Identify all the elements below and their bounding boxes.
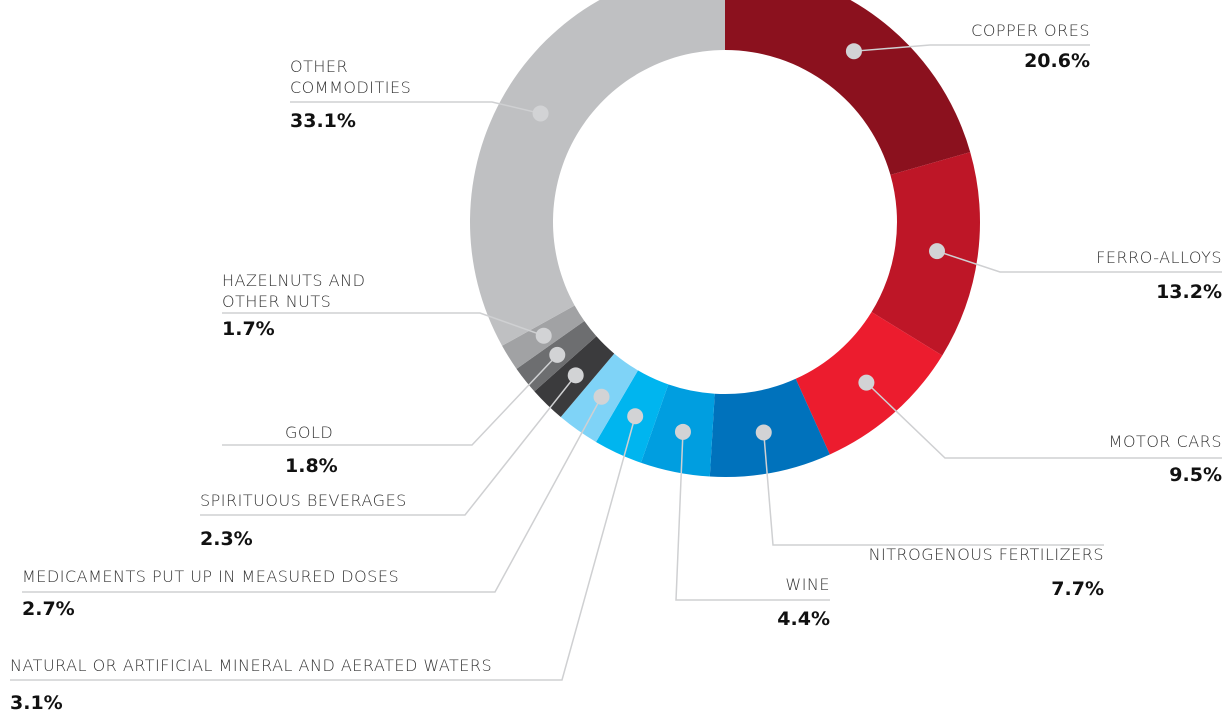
value-label: 33.1% [290, 110, 356, 132]
leader-line [10, 416, 636, 681]
label-dot [627, 408, 644, 425]
label-dot [755, 424, 772, 441]
value-label: 20.6% [1024, 50, 1090, 72]
label-dot [593, 388, 610, 405]
donut-slice [725, 0, 971, 175]
leader-line [936, 250, 1222, 273]
category-label: MOTOR CARS [1108, 432, 1222, 451]
label-dot [532, 105, 549, 122]
leader-line [865, 382, 1222, 459]
leader-line [222, 312, 544, 337]
leader-line [675, 431, 830, 601]
category-label: OTHER COMMODITIES [290, 57, 412, 97]
category-label: NITROGENOUS FERTILIZERS [868, 545, 1104, 564]
category-label: FERRO-ALLOYS [1096, 248, 1222, 267]
value-label: 13.2% [1156, 281, 1222, 303]
leader-line [762, 432, 1104, 546]
leader-line [22, 396, 603, 593]
label-dot [535, 327, 552, 344]
value-label: 2.7% [22, 598, 75, 620]
leader-line [290, 101, 541, 115]
value-label: 1.8% [285, 455, 338, 477]
label-dot [929, 243, 946, 260]
leader-line [200, 374, 577, 516]
category-label: NATURAL OR ARTIFICIAL MINERAL AND AERATE… [10, 656, 493, 675]
label-dot [845, 43, 862, 60]
category-label: GOLD [285, 423, 334, 442]
category-label: MEDICAMENTS PUT UP IN MEASURED DOSES [22, 567, 400, 586]
value-label: 1.7% [222, 318, 275, 340]
category-label: HAZELNUTS AND OTHER NUTS [222, 271, 366, 311]
leader-line [222, 354, 558, 446]
label-dot [858, 374, 875, 391]
value-label: 4.4% [777, 608, 830, 630]
value-label: 7.7% [1051, 578, 1104, 600]
value-label: 3.1% [10, 692, 63, 714]
label-dot [549, 346, 566, 363]
donut-slice [470, 0, 725, 346]
value-label: 2.3% [200, 528, 253, 550]
category-label: WINE [785, 575, 830, 594]
label-dot [674, 423, 691, 440]
category-label: SPIRITUOUS BEVERAGES [200, 491, 407, 510]
value-label: 9.5% [1169, 464, 1222, 486]
donut-slice [871, 152, 980, 356]
category-label: COPPER ORES [971, 21, 1090, 40]
label-dot [567, 367, 584, 384]
leader-line [853, 44, 1090, 52]
